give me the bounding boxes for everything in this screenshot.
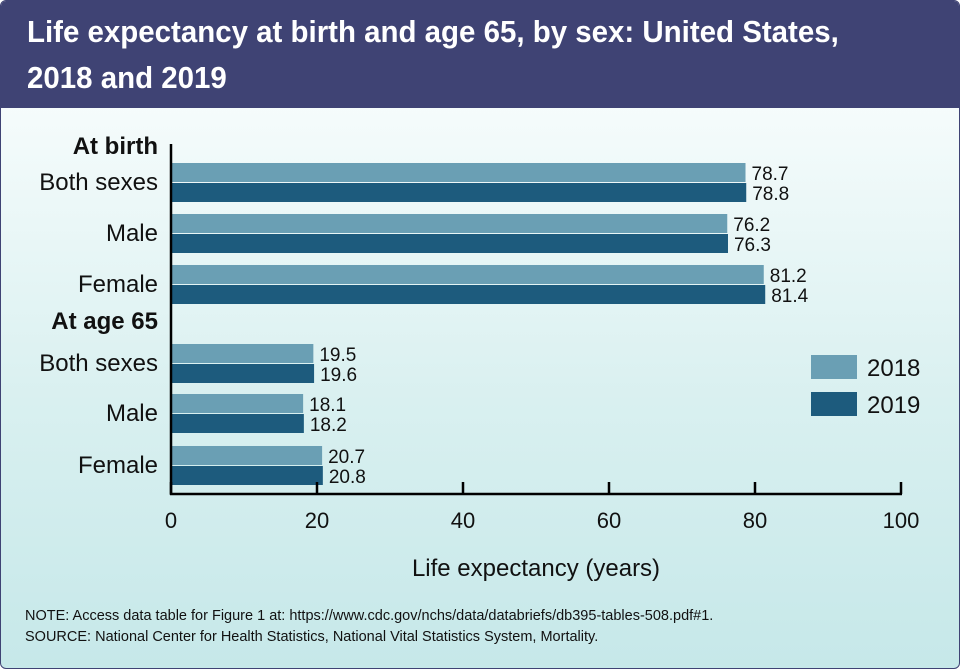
category-label: Female	[78, 452, 158, 479]
group-label: At birth	[73, 133, 158, 160]
category-label: Both sexes	[39, 169, 158, 196]
bar-2018	[171, 163, 746, 182]
bar-2018	[171, 214, 728, 233]
data-label: 78.7	[752, 164, 789, 185]
x-tick-label: 60	[597, 508, 621, 533]
data-label: 81.4	[771, 286, 808, 307]
legend-swatch-2019	[811, 392, 857, 416]
data-label: 20.8	[329, 467, 366, 488]
category-label: Male	[106, 220, 158, 247]
data-label: 76.3	[734, 235, 771, 256]
bar-2019	[171, 285, 766, 304]
category-label: Female	[78, 271, 158, 298]
bar-2019	[171, 466, 323, 485]
footnotes: NOTE: Access data table for Figure 1 at:…	[25, 606, 945, 648]
x-tick-label: 100	[883, 508, 920, 533]
data-label: 19.5	[319, 345, 356, 366]
group-label: At age 65	[51, 308, 158, 335]
x-tick-label: 40	[451, 508, 475, 533]
bar-2018	[171, 446, 323, 465]
legend-swatch-2018	[811, 355, 857, 379]
x-axis-label: Life expectancy (years)	[412, 555, 660, 582]
data-label: 78.8	[752, 184, 789, 205]
x-tick-label: 20	[305, 508, 329, 533]
legend-label: 2019	[867, 392, 920, 419]
bar-2019	[171, 364, 315, 383]
data-label: 20.7	[328, 447, 365, 468]
data-label: 18.1	[309, 395, 346, 416]
category-label: Male	[106, 400, 158, 427]
data-label: 76.2	[733, 215, 770, 236]
category-label: Both sexes	[39, 350, 158, 377]
chart-title: Life expectancy at birth and age 65, by …	[27, 14, 839, 95]
x-tick-label: 80	[743, 508, 767, 533]
bar-2019	[171, 234, 728, 253]
bar-2019	[171, 414, 304, 433]
bar-2019	[171, 183, 747, 202]
bar-2018	[171, 265, 764, 284]
legend-label: 2018	[867, 355, 920, 382]
data-label: 19.6	[320, 365, 357, 386]
data-label: 18.2	[310, 415, 347, 436]
x-tick-label: 0	[165, 508, 177, 533]
note-text: NOTE: Access data table for Figure 1 at:…	[25, 608, 714, 624]
bar-chart: At birth Both sexes Male Female At age 65 Bot…	[39, 133, 920, 582]
source-text: SOURCE: National Center for Health Stati…	[25, 629, 599, 645]
title-banner: Life expectancy at birth and age 65, by …	[1, 1, 959, 108]
bar-2018	[171, 344, 314, 363]
data-label: 81.2	[770, 266, 807, 287]
bar-2018	[171, 394, 304, 413]
